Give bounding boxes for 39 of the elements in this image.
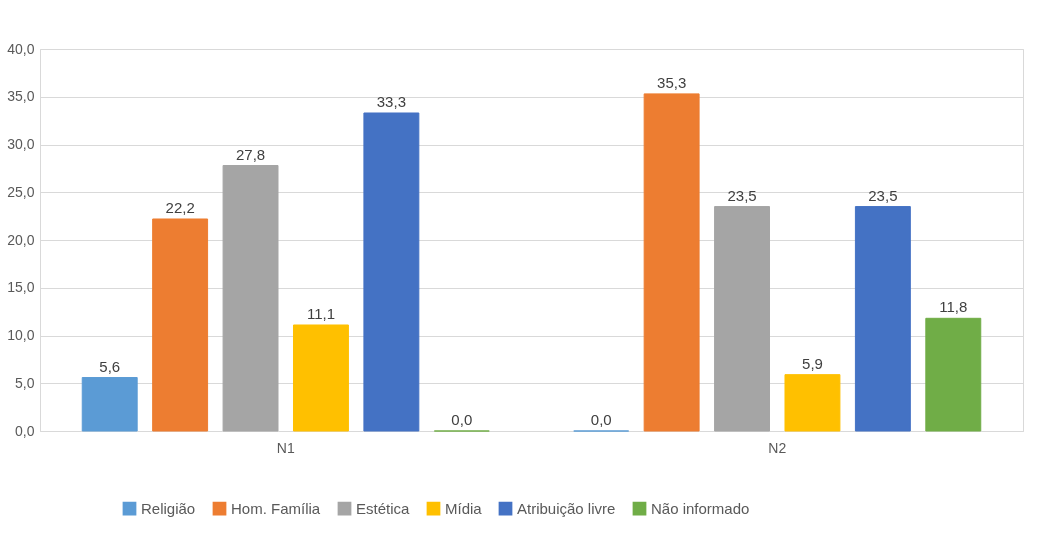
legend-label: Não informado — [651, 499, 750, 517]
bar — [222, 165, 279, 432]
bar — [293, 324, 349, 432]
bar — [854, 206, 911, 432]
y-tick-label: 20,0 — [7, 231, 35, 248]
bar — [363, 112, 420, 432]
data-label: 23,5 — [727, 186, 757, 204]
data-label: 11,1 — [306, 304, 335, 322]
y-tick-label: 40,0 — [7, 40, 35, 57]
legend-label: Atribuição livre — [517, 499, 616, 517]
data-label: 11,8 — [939, 298, 968, 316]
data-label: 35,3 — [657, 73, 687, 91]
y-tick-label: 5,0 — [15, 374, 35, 391]
x-tick-label: N2 — [768, 439, 787, 456]
data-label: 5,6 — [99, 357, 121, 375]
y-tick-label: 0,0 — [15, 422, 35, 439]
data-label: 5,9 — [802, 354, 823, 372]
bar — [925, 317, 982, 432]
bar — [714, 206, 770, 432]
bar — [152, 218, 209, 432]
bar — [784, 374, 841, 432]
y-tick-label: 35,0 — [7, 88, 35, 105]
legend-label: Hom. Família — [231, 499, 321, 517]
y-tick-label: 25,0 — [7, 183, 35, 200]
data-label: 33,3 — [376, 92, 406, 110]
legend-label: Religião — [141, 499, 196, 517]
bar — [643, 93, 700, 432]
y-tick-label: 30,0 — [7, 136, 35, 152]
y-tick-label: 10,0 — [7, 327, 35, 343]
data-label: 27,8 — [235, 145, 266, 163]
y-tick-label: 15,0 — [7, 279, 35, 296]
legend-label: Estética — [356, 499, 411, 517]
data-label: 22,2 — [165, 198, 195, 216]
data-label: 0,0 — [451, 411, 473, 428]
bar — [81, 377, 138, 432]
legend-label: Mídia — [445, 499, 483, 517]
data-label: 0,0 — [590, 411, 612, 428]
data-label: 23,5 — [868, 186, 898, 204]
x-tick-label: N1 — [276, 439, 295, 456]
